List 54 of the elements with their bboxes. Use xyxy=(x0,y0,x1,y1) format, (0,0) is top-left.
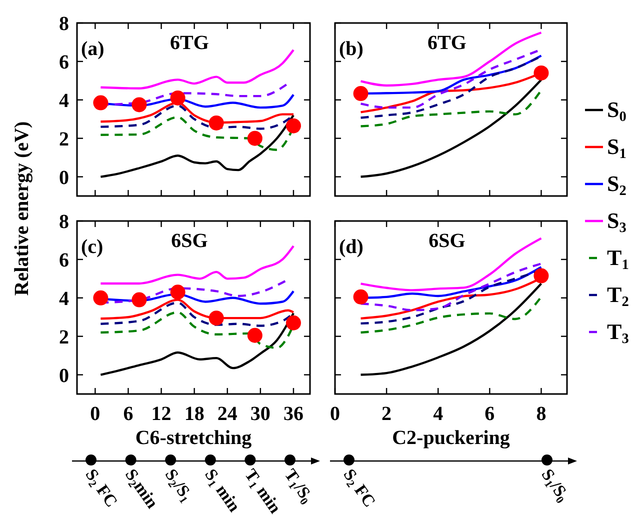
point xyxy=(286,118,301,134)
y-tick-label: 0 xyxy=(59,364,69,387)
x-tick-label: 12 xyxy=(151,403,172,425)
x-axis-title: C6-stretching xyxy=(135,427,252,449)
annotation: (b) xyxy=(339,38,364,60)
chart-title: 6SG xyxy=(171,230,208,252)
annotation: (c) xyxy=(81,236,104,258)
point xyxy=(247,328,262,343)
x-tick-label: 24 xyxy=(217,403,238,425)
x-tick-label: 30 xyxy=(250,403,270,425)
point xyxy=(93,95,108,110)
x-axis-title: C2-puckering xyxy=(392,427,510,449)
y-tick-label: 6 xyxy=(59,249,69,272)
chart-title: 6TG xyxy=(428,32,467,54)
y-tick-label: 2 xyxy=(59,326,69,348)
chart-title: 6TG xyxy=(170,32,210,54)
point xyxy=(286,315,301,330)
point xyxy=(93,290,108,306)
point xyxy=(132,97,147,112)
y-tick-label: 8 xyxy=(59,211,69,233)
legend-label: T$_{3}$ xyxy=(607,319,629,348)
x-tick-label: 0 xyxy=(330,403,340,425)
legend-label: T$_{2}$ xyxy=(607,282,629,310)
y-tick-label: 8 xyxy=(59,13,69,35)
legend-label: S$_{2}$ xyxy=(607,171,626,200)
y-tick-label: 2 xyxy=(59,128,69,150)
x-tick-label: 36 xyxy=(283,403,304,425)
x-tick-label: 2 xyxy=(382,403,392,425)
x-tick-label: 4 xyxy=(433,403,444,425)
y-axis-title: Relative energy (eV) xyxy=(11,121,33,296)
point xyxy=(132,292,147,308)
y-tick-label: 6 xyxy=(59,51,69,74)
y-tick-label: 4 xyxy=(59,90,69,112)
annotation: (a) xyxy=(81,38,104,60)
point xyxy=(208,115,224,130)
x-tick-label: 0 xyxy=(90,403,100,425)
legend-label: S$_{3}$ xyxy=(607,208,626,236)
point xyxy=(247,130,262,146)
y-tick-label: 4 xyxy=(59,288,69,310)
y-tick-label: 0 xyxy=(59,166,69,189)
x-tick-label: 6 xyxy=(123,403,134,425)
point xyxy=(170,90,186,106)
line-series xyxy=(100,312,295,376)
annotation: (d) xyxy=(339,236,364,258)
chart-title: 6SG xyxy=(428,230,466,252)
legend-label: T$_{1}$ xyxy=(607,245,629,274)
point xyxy=(208,310,224,326)
x-tick-label: 6 xyxy=(484,403,495,425)
x-tick-label: 18 xyxy=(184,403,204,425)
legend-label: S$_{0}$ xyxy=(607,97,626,126)
point xyxy=(170,284,186,300)
x-tick-label: 8 xyxy=(536,403,546,425)
line-series xyxy=(100,114,295,178)
legend-label: S$_{1}$ xyxy=(607,134,626,162)
